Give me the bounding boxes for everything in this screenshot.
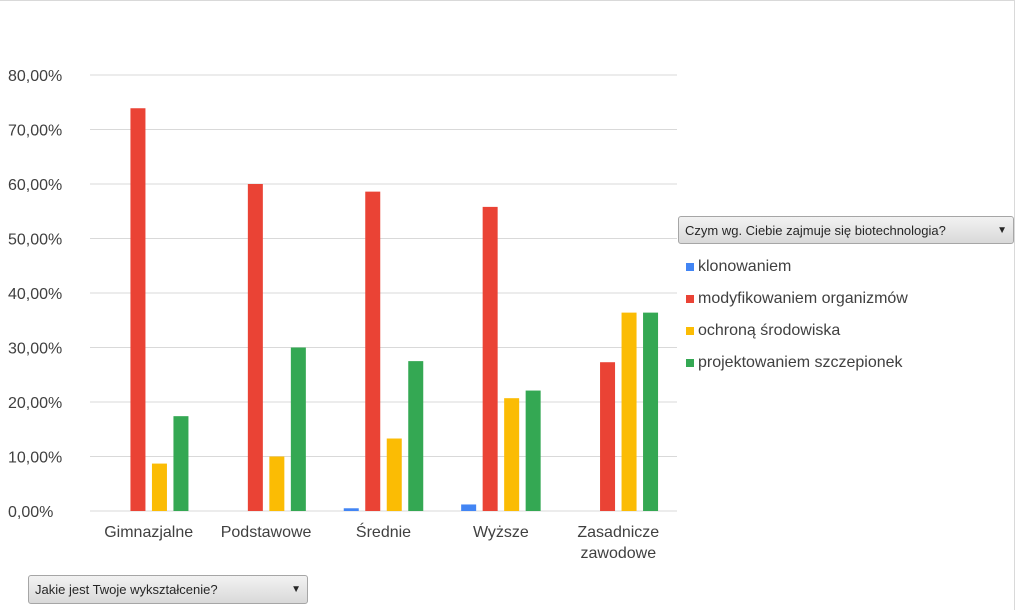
legend-label: klonowaniem <box>698 258 792 275</box>
chart-legend: klonowaniem modyfikowaniem organizmów ochr… <box>686 251 908 379</box>
legend-swatch <box>686 263 694 271</box>
y-tick-label: 20,00% <box>8 395 62 412</box>
y-tick-label: 70,00% <box>8 123 62 140</box>
legend-label: modyfikowaniem organizmów <box>698 290 908 307</box>
legend-item: modyfikowaniem organizmów <box>686 283 908 315</box>
bar[interactable] <box>643 312 659 511</box>
legend-label: projektowaniem szczepionek <box>698 354 903 371</box>
bar[interactable] <box>461 504 477 511</box>
x-tick-label: Wyższe <box>473 524 529 541</box>
bar[interactable] <box>504 398 520 511</box>
dropdown-arrow-icon: ▼ <box>997 224 1007 236</box>
bar[interactable] <box>151 463 167 511</box>
bar[interactable] <box>408 361 424 511</box>
bar[interactable] <box>365 191 381 511</box>
y-tick-label: 80,00% <box>8 68 62 85</box>
bar[interactable] <box>269 456 285 512</box>
x-tick-label: Średnie <box>356 522 411 541</box>
legend-label: ochroną środowiska <box>698 322 841 339</box>
legend-swatch <box>686 327 694 335</box>
y-tick-label: 10,00% <box>8 450 62 467</box>
x-tick-label: Podstawowe <box>221 524 312 541</box>
legend-item: klonowaniem <box>686 251 908 283</box>
x-tick-label: Gimnazjalne <box>104 524 193 541</box>
y-tick-label: 40,00% <box>8 286 62 303</box>
legend-field-filter-label: Czym wg. Ciebie zajmuje się biotechnolog… <box>685 222 946 238</box>
y-tick-label: 50,00% <box>8 232 62 249</box>
legend-item: projektowaniem szczepionek <box>686 347 908 379</box>
bar[interactable] <box>386 438 402 511</box>
bar[interactable] <box>130 108 146 512</box>
x-tick-label: zawodowe <box>580 545 656 562</box>
y-tick-label: 0,00% <box>8 504 53 521</box>
legend-field-filter-button[interactable]: Czym wg. Ciebie zajmuje się biotechnolog… <box>678 216 1014 244</box>
y-tick-label: 30,00% <box>8 341 62 358</box>
bar[interactable] <box>600 362 616 511</box>
legend-swatch <box>686 359 694 367</box>
y-tick-label: 60,00% <box>8 177 62 194</box>
bar[interactable] <box>525 390 541 511</box>
x-tick-label: Zasadnicze <box>577 524 659 541</box>
legend-item: ochroną środowiska <box>686 315 908 347</box>
dropdown-arrow-icon: ▼ <box>291 584 301 595</box>
bar[interactable] <box>290 347 306 512</box>
legend-swatch <box>686 295 694 303</box>
bar[interactable] <box>482 206 498 511</box>
bar[interactable] <box>343 508 359 511</box>
axis-field-filter-button[interactable]: Jakie jest Twoje wykształcenie? ▼ <box>28 575 308 604</box>
bar[interactable] <box>621 312 637 511</box>
axis-field-filter-label: Jakie jest Twoje wykształcenie? <box>35 582 218 597</box>
bar[interactable] <box>247 184 263 511</box>
bar[interactable] <box>173 416 189 511</box>
